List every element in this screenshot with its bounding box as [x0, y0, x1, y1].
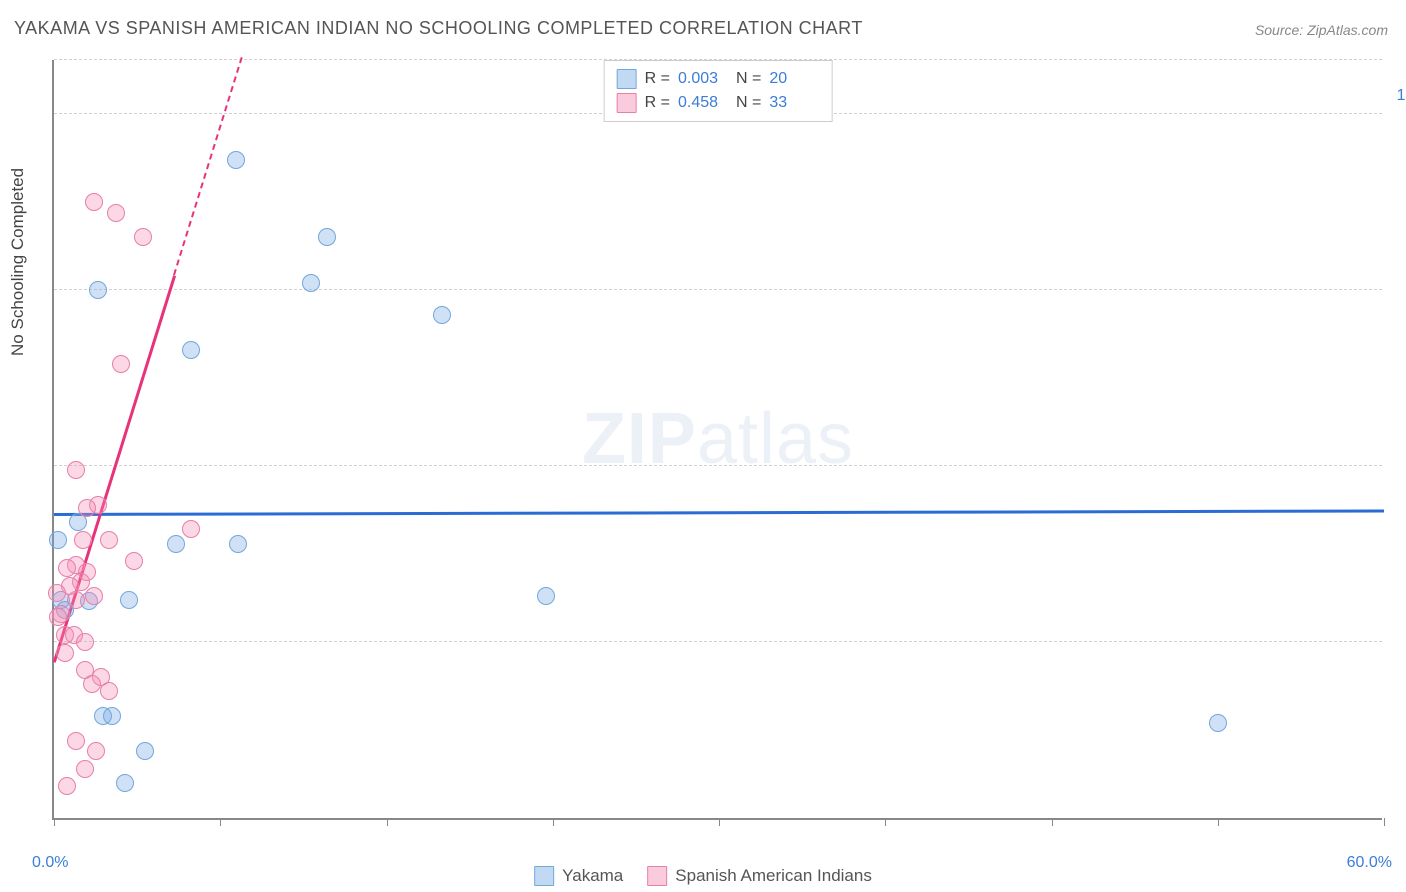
data-point	[67, 732, 85, 750]
data-point	[116, 774, 134, 792]
gridline	[54, 289, 1382, 290]
data-point	[182, 520, 200, 538]
y-tick-label: 10.0%	[1387, 87, 1406, 105]
data-point	[67, 591, 85, 609]
data-point	[78, 499, 96, 517]
x-tick	[719, 818, 720, 826]
legend-item: Yakama	[534, 866, 623, 886]
data-point	[49, 608, 67, 626]
y-axis-label: No Schooling Completed	[8, 168, 28, 356]
chart-title: YAKAMA VS SPANISH AMERICAN INDIAN NO SCH…	[14, 18, 863, 39]
data-point	[537, 587, 555, 605]
correlation-chart: YAKAMA VS SPANISH AMERICAN INDIAN NO SCH…	[0, 0, 1406, 892]
data-point	[58, 559, 76, 577]
x-max-label: 60.0%	[1347, 854, 1392, 872]
data-point	[227, 151, 245, 169]
data-point	[125, 552, 143, 570]
legend-stats-row: R = 0.458 N = 33	[617, 91, 820, 115]
plot-area: ZIPatlas R = 0.003 N = 20 R = 0.458 N = …	[52, 60, 1382, 820]
data-point	[89, 281, 107, 299]
x-tick	[553, 818, 554, 826]
data-point	[76, 760, 94, 778]
swatch-icon	[534, 866, 554, 886]
data-point	[48, 584, 66, 602]
data-point	[167, 535, 185, 553]
data-point	[58, 777, 76, 795]
x-tick	[54, 818, 55, 826]
data-point	[103, 707, 121, 725]
legend-stats: R = 0.003 N = 20 R = 0.458 N = 33	[604, 60, 833, 122]
data-point	[136, 742, 154, 760]
data-point	[100, 531, 118, 549]
watermark: ZIPatlas	[582, 398, 854, 480]
swatch-icon	[617, 69, 637, 89]
source-attribution: Source: ZipAtlas.com	[1255, 22, 1388, 38]
gridline	[54, 641, 1382, 642]
data-point	[112, 355, 130, 373]
data-point	[107, 204, 125, 222]
data-point	[120, 591, 138, 609]
legend-series: Yakama Spanish American Indians	[534, 866, 872, 886]
data-point	[87, 742, 105, 760]
legend-item: Spanish American Indians	[647, 866, 872, 886]
legend-stats-row: R = 0.003 N = 20	[617, 67, 820, 91]
data-point	[74, 531, 92, 549]
x-tick	[220, 818, 221, 826]
data-point	[76, 633, 94, 651]
data-point	[1209, 714, 1227, 732]
y-tick-label: 2.5%	[1387, 615, 1406, 633]
x-tick	[885, 818, 886, 826]
swatch-icon	[617, 93, 637, 113]
swatch-icon	[647, 866, 667, 886]
data-point	[100, 682, 118, 700]
gridline	[54, 465, 1382, 466]
data-point	[67, 461, 85, 479]
data-point	[85, 587, 103, 605]
data-point	[318, 228, 336, 246]
data-point	[134, 228, 152, 246]
data-point	[302, 274, 320, 292]
data-point	[83, 675, 101, 693]
data-point	[49, 531, 67, 549]
data-point	[229, 535, 247, 553]
x-tick	[1218, 818, 1219, 826]
y-tick-label: 7.5%	[1387, 263, 1406, 281]
data-point	[433, 306, 451, 324]
data-point	[85, 193, 103, 211]
x-tick	[1052, 818, 1053, 826]
x-min-label: 0.0%	[32, 854, 68, 872]
trend-line	[54, 509, 1384, 515]
x-tick	[1384, 818, 1385, 826]
y-tick-label: 5.0%	[1387, 439, 1406, 457]
data-point	[182, 341, 200, 359]
x-tick	[387, 818, 388, 826]
data-point	[56, 644, 74, 662]
